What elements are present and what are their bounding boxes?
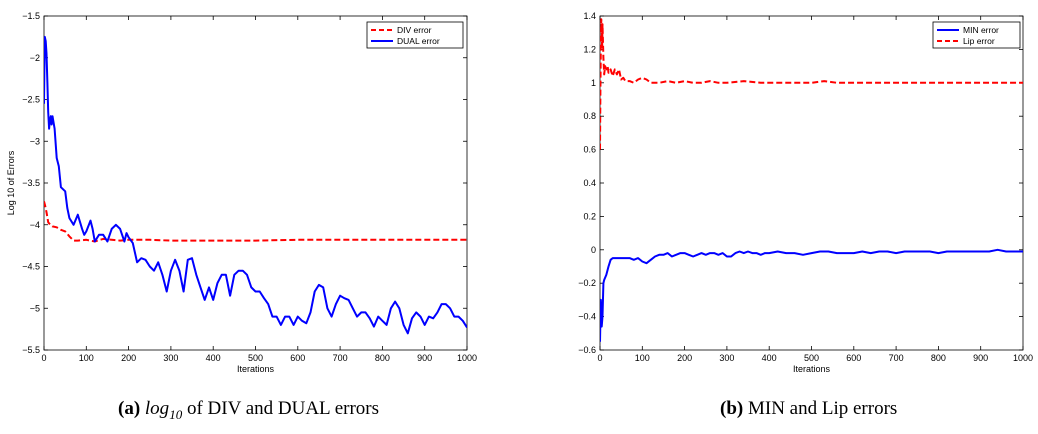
x-tick-label: 100 [79, 353, 94, 363]
x-tick-label: 600 [290, 353, 305, 363]
series-line-min-error [600, 248, 1023, 342]
series-layer [44, 35, 467, 335]
y-tick-label: −2.5 [22, 95, 40, 105]
x-tick-label: 700 [889, 353, 904, 363]
plot-frame [43, 15, 468, 351]
y-tick-label: −5.5 [22, 345, 40, 355]
legend-box [932, 21, 1021, 49]
x-tick-label: 500 [804, 353, 819, 363]
x-tick-label: 100 [635, 353, 650, 363]
caption-a-text: of DIV and DUAL errors [186, 398, 379, 419]
x-axis-label: Iterations [793, 364, 831, 374]
y-tick-label: −5 [30, 303, 40, 313]
y-tick-label: 0.2 [583, 211, 596, 221]
plot-frame [599, 15, 1024, 351]
y-tick-label: −0.4 [578, 312, 596, 322]
x-axis-label: Iterations [237, 364, 275, 374]
caption-b-text: MIN and Lip errors [747, 398, 898, 419]
caption-a: (a) log10 of DIV and DUAL errors [118, 398, 379, 423]
caption-b: (b) MIN and Lip errors [720, 398, 897, 420]
y-tick-label: 0.8 [583, 111, 596, 121]
y-tick-label: 0 [591, 245, 596, 255]
x-tick-label: 0 [41, 353, 46, 363]
legend-label: Lip error [963, 36, 995, 46]
y-tick-label: 1.2 [583, 44, 596, 54]
y-tick-label: 0.6 [583, 145, 596, 155]
y-tick-label: −4.5 [22, 262, 40, 272]
x-tick-label: 500 [248, 353, 263, 363]
legend-label: MIN error [963, 25, 999, 35]
x-tick-label: 1000 [457, 353, 477, 363]
legend-label: DUAL error [397, 36, 440, 46]
series-line-lip-error [600, 18, 1023, 150]
caption-a-letter: (a) [118, 398, 141, 419]
x-tick-label: 200 [121, 353, 136, 363]
legend-label: DIV error [397, 25, 432, 35]
series-layer [600, 18, 1023, 342]
x-tick-label: 700 [333, 353, 348, 363]
y-tick-label: −1.5 [22, 11, 40, 21]
y-axis-label: Log 10 of Errors [6, 150, 16, 215]
y-tick-label: −0.6 [578, 345, 596, 355]
y-tick-label: 1 [591, 78, 596, 88]
y-tick-label: 1.4 [583, 11, 596, 21]
x-tick-label: 400 [762, 353, 777, 363]
x-tick-label: 800 [375, 353, 390, 363]
x-tick-label: 900 [417, 353, 432, 363]
x-tick-label: 0 [597, 353, 602, 363]
y-tick-label: −4 [30, 220, 40, 230]
y-tick-label: −2 [30, 53, 40, 63]
x-tick-label: 300 [163, 353, 178, 363]
y-tick-label: −0.2 [578, 278, 596, 288]
series-line-dual-error [44, 35, 467, 335]
x-tick-label: 400 [206, 353, 221, 363]
caption-a-math-sub: 10 [169, 406, 183, 422]
x-tick-label: 900 [973, 353, 988, 363]
x-tick-label: 800 [931, 353, 946, 363]
y-tick-label: −3 [30, 136, 40, 146]
legend-box [366, 21, 464, 49]
y-tick-label: −3.5 [22, 178, 40, 188]
chart-panel-a: 0 100 200 300 400 500 600 700 800 900 1000 −5.5 −5 −4… [6, 11, 477, 374]
x-tick-label: 1000 [1013, 353, 1033, 363]
caption-a-math: log10 [144, 398, 183, 422]
chart-panel-b: 0 100 200 300 400 500 600 700 800 900 1000 −0.6 −0.4… [578, 11, 1033, 374]
caption-a-math-base: log [144, 398, 170, 419]
x-tick-label: 600 [846, 353, 861, 363]
y-tick-label: 0.4 [583, 178, 596, 188]
x-tick-label: 200 [677, 353, 692, 363]
caption-b-letter: (b) [720, 398, 744, 419]
x-tick-label: 300 [719, 353, 734, 363]
series-line-div-error [44, 201, 467, 243]
